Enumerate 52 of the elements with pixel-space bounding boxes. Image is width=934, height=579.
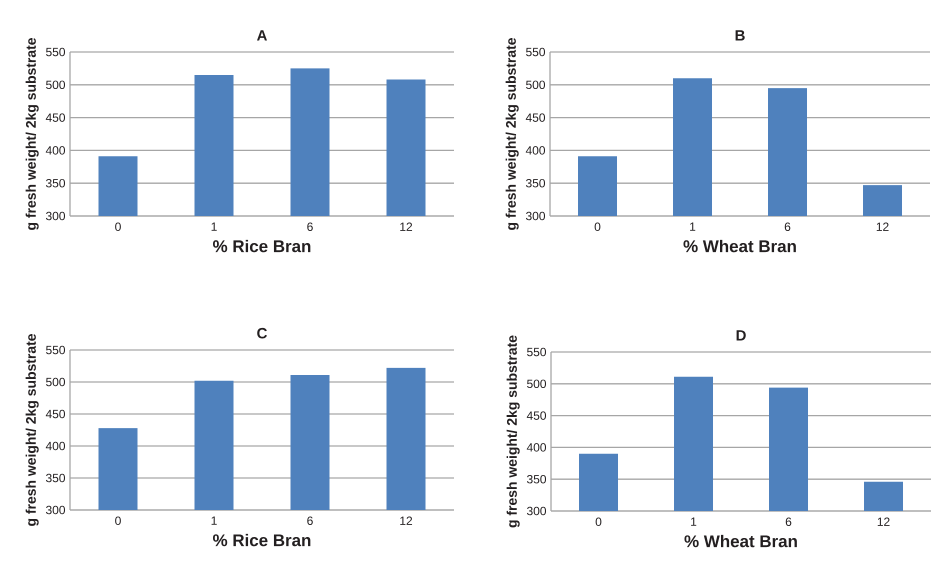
x-tick-label: 0 bbox=[115, 222, 121, 231]
y-tick-label: 300 bbox=[46, 506, 66, 514]
y-tick-label: 400 bbox=[526, 443, 546, 452]
y-tick-label: 550 bbox=[46, 48, 66, 56]
chart-title: A bbox=[256, 30, 267, 40]
y-tick-label: 400 bbox=[46, 442, 66, 450]
y-tick-label: 550 bbox=[527, 348, 546, 356]
y-tick-label: 350 bbox=[526, 474, 546, 484]
chart-title: C bbox=[257, 328, 267, 338]
y-tick-label: 450 bbox=[526, 113, 546, 122]
x-tick-label: 0 bbox=[596, 518, 602, 526]
y-tick-label: 550 bbox=[526, 48, 546, 56]
x-tick-label: 1 bbox=[212, 222, 217, 231]
y-tick-label: 500 bbox=[46, 378, 66, 386]
y-tick-label: 350 bbox=[46, 178, 66, 188]
x-tick-label: 12 bbox=[876, 222, 889, 231]
x-tick-label: 0 bbox=[594, 222, 600, 231]
y-tick-label: 350 bbox=[526, 178, 546, 188]
y-tick-label: 450 bbox=[46, 410, 66, 418]
x-tick-label: 12 bbox=[400, 222, 412, 231]
y-tick-label: 300 bbox=[46, 212, 66, 220]
y-axis-title: g fresh weight/ 2kg substrate bbox=[26, 38, 39, 230]
y-tick-label: 400 bbox=[526, 146, 546, 155]
x-tick-label: 12 bbox=[400, 516, 412, 525]
x-axis-title: % Rice Bran bbox=[213, 534, 310, 546]
x-tick-label: 1 bbox=[212, 516, 217, 525]
x-tick-label: 0 bbox=[115, 516, 121, 525]
y-tick-label: 300 bbox=[526, 212, 546, 220]
y-tick-label: 500 bbox=[526, 80, 546, 90]
x-tick-label: 12 bbox=[878, 518, 890, 526]
y-tick-label: 400 bbox=[46, 146, 66, 155]
y-axis-title: g fresh weight/ 2kg substrate bbox=[506, 335, 520, 528]
x-tick-label: 6 bbox=[786, 518, 792, 526]
x-axis-title: % Wheat Bran bbox=[683, 240, 796, 252]
y-tick-label: 450 bbox=[526, 411, 546, 420]
y-tick-label: 500 bbox=[527, 380, 546, 388]
x-tick-label: 6 bbox=[784, 222, 790, 231]
y-axis-title: g fresh weight/ 2kg substrate bbox=[26, 334, 39, 526]
y-tick-label: 550 bbox=[46, 346, 66, 354]
y-tick-label: 300 bbox=[526, 506, 546, 516]
chart-title: D bbox=[736, 330, 746, 340]
x-tick-label: 1 bbox=[690, 222, 696, 231]
y-axis-title: g fresh weight/ 2kg substrate bbox=[506, 38, 519, 230]
x-axis-title: % Rice Bran bbox=[213, 240, 310, 252]
x-tick-label: 6 bbox=[307, 516, 313, 525]
chart-title: B bbox=[736, 30, 745, 40]
x-axis-title: % Wheat Bran bbox=[684, 534, 797, 548]
y-tick-label: 500 bbox=[46, 80, 66, 90]
y-tick-label: 350 bbox=[46, 474, 66, 482]
y-tick-label: 450 bbox=[46, 113, 66, 122]
x-tick-label: 1 bbox=[691, 518, 696, 526]
x-tick-label: 6 bbox=[307, 222, 313, 231]
